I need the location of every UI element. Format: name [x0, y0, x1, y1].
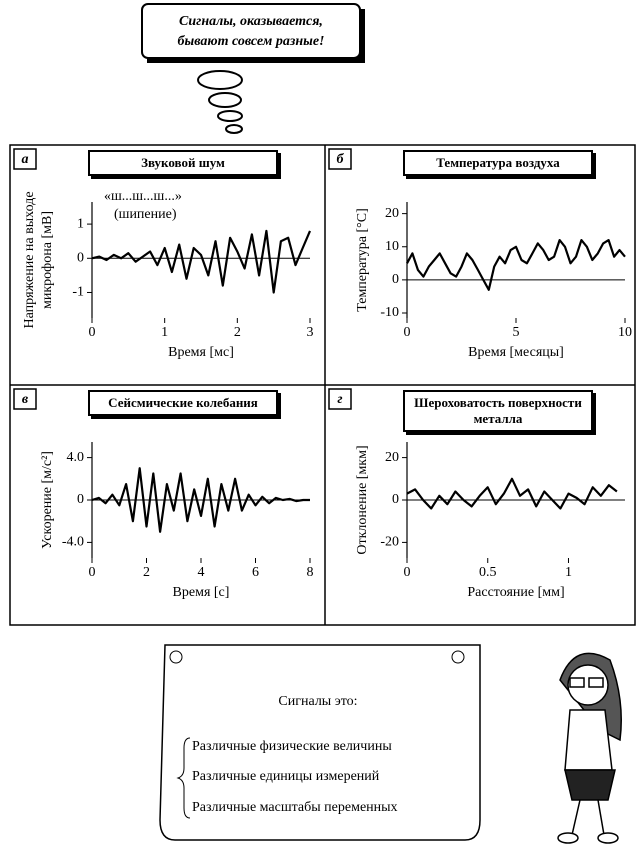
chart-title: Шероховатость поверхности металла — [403, 390, 593, 432]
y-tick-label: 20 — [385, 206, 399, 221]
y-tick-label: 0 — [392, 272, 399, 287]
x-tick-label: 1 — [565, 565, 572, 580]
y-tick-label: -4.0 — [62, 535, 84, 550]
x-tick-label: 8 — [307, 565, 314, 580]
x-tick-label: 0 — [89, 565, 96, 580]
y-tick-label: 4.0 — [67, 450, 85, 465]
x-tick-label: 6 — [252, 565, 259, 580]
y-tick-label: 0 — [77, 492, 84, 507]
y-tick-label: 0 — [77, 251, 84, 266]
thought-dot — [197, 70, 243, 90]
scroll-item: Различные физические величины — [192, 739, 392, 754]
x-tick-label: 1 — [161, 325, 168, 340]
x-tick-label: 0.5 — [479, 565, 497, 580]
chart-title: Сейсмические колебания — [88, 390, 278, 416]
panel-letter: в — [22, 392, 29, 407]
thought-dot — [217, 110, 243, 122]
x-axis-label: Время [месяцы] — [468, 345, 564, 360]
scroll-heading: Сигналы это: — [278, 694, 357, 709]
x-axis-label: Расстояние [мм] — [467, 585, 564, 600]
brace — [176, 737, 191, 819]
y-tick-label: -20 — [380, 535, 399, 550]
scroll-curl — [451, 650, 465, 664]
y-tick-label: 10 — [385, 239, 399, 254]
x-axis-label: Время [мс] — [168, 345, 234, 360]
y-tick-label: -10 — [380, 305, 399, 320]
y-axis-label: Температура [°C] — [355, 208, 370, 312]
annotation: (шипение) — [114, 207, 177, 222]
bubble-line: Сигналы, оказывается, — [179, 14, 323, 29]
y-axis-label: Ускорение [м/с²] — [40, 451, 55, 549]
x-tick-label: 5 — [513, 325, 520, 340]
bubble-line: бывают совсем разные! — [178, 34, 325, 49]
panel-letter: г — [337, 392, 342, 407]
panel-letter-box — [13, 388, 37, 410]
chart-title: Звуковой шум — [88, 150, 278, 176]
panel-letter-box — [328, 148, 352, 170]
x-tick-label: 10 — [618, 325, 632, 340]
scroll — [159, 644, 481, 841]
thought-dot — [225, 124, 243, 134]
x-tick-label: 2 — [234, 325, 241, 340]
panel-letter: б — [337, 152, 345, 167]
x-tick-label: 0 — [404, 325, 411, 340]
y-tick-label: 1 — [77, 216, 84, 231]
x-tick-label: 0 — [89, 325, 96, 340]
signal-line — [406, 477, 618, 510]
speech-bubble — [141, 3, 361, 59]
y-tick-label: 20 — [385, 450, 399, 465]
character — [557, 652, 622, 844]
annotation: «ш...ш...ш...» — [104, 189, 182, 204]
scroll-item: Различные единицы измерений — [192, 769, 380, 784]
panel-letter: а — [22, 152, 29, 167]
x-axis-label: Время [с] — [173, 585, 230, 600]
y-axis-label: Отклонение [мкм] — [355, 445, 370, 554]
panel-letter-box — [328, 388, 352, 410]
y-tick-label: -1 — [72, 285, 84, 300]
x-tick-label: 0 — [404, 565, 411, 580]
signal-line — [91, 229, 312, 294]
y-axis-label: Напряжение на выходе — [22, 191, 37, 328]
chart-title: Температура воздуха — [403, 150, 593, 176]
panel-letter-box — [13, 148, 37, 170]
scroll-item: Различные масштабы переменных — [192, 800, 398, 815]
signal-line — [406, 239, 626, 291]
thought-dot — [208, 92, 242, 108]
scroll-curl — [169, 650, 183, 664]
x-tick-label: 2 — [143, 565, 150, 580]
signal-line — [91, 467, 310, 533]
y-tick-label: 0 — [392, 492, 399, 507]
y-axis-label: микрофона [мВ] — [40, 211, 55, 309]
x-tick-label: 3 — [307, 325, 314, 340]
x-tick-label: 4 — [198, 565, 205, 580]
